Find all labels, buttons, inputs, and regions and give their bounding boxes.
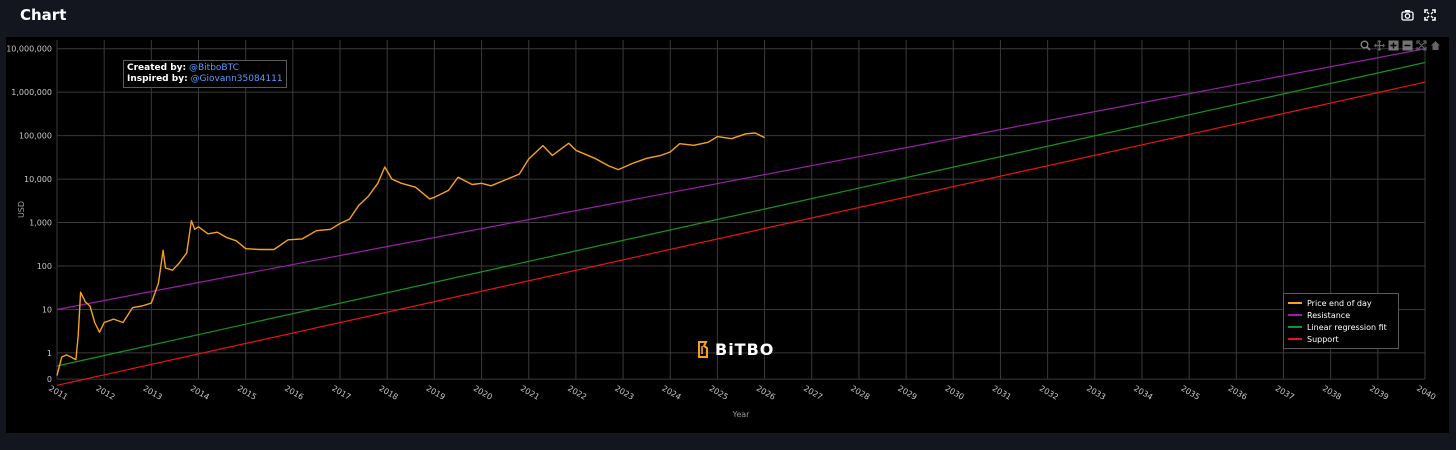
x-tick-label: 2026 xyxy=(755,384,777,402)
support-line xyxy=(56,81,1426,386)
y-tick-label: 0 xyxy=(47,375,52,384)
y-tick-label: 1,000 xyxy=(29,219,52,228)
x-tick-label: 2033 xyxy=(1085,384,1107,402)
x-tick-label: 2035 xyxy=(1179,384,1201,402)
x-tick-label: 2019 xyxy=(425,384,447,402)
zoom-in-icon[interactable] xyxy=(1388,40,1399,51)
y-tick-label: 1,000,000 xyxy=(11,88,52,97)
legend-label: Support xyxy=(1307,334,1339,344)
x-tick-label: 2032 xyxy=(1038,384,1060,402)
legend-item[interactable]: Support xyxy=(1288,333,1394,345)
x-tick-label: 2029 xyxy=(896,384,918,402)
fullscreen-icon[interactable] xyxy=(1424,9,1436,21)
x-tick-label: 2018 xyxy=(377,384,399,402)
x-tick-label: 2024 xyxy=(660,384,682,402)
x-axis-title: Year xyxy=(732,410,751,419)
x-tick-label: 2016 xyxy=(283,384,305,402)
created-by-link[interactable]: @BitboBTC xyxy=(189,63,239,73)
bitbo-logo-icon xyxy=(698,340,708,358)
y-tick-label: 100 xyxy=(37,262,52,271)
x-tick-label: 2020 xyxy=(472,384,494,402)
x-tick-label: 2037 xyxy=(1274,384,1296,402)
chart-header: Chart xyxy=(0,0,1456,34)
bitbo-logo: BiTBO xyxy=(696,340,774,359)
x-tick-label: 2011 xyxy=(47,384,69,402)
x-tick-label: 2036 xyxy=(1226,384,1248,402)
linear-regression-fit-line xyxy=(56,61,1426,367)
x-tick-label: 2014 xyxy=(189,384,211,402)
x-tick-label: 2015 xyxy=(236,384,258,402)
y-tick-label: 100,000 xyxy=(19,132,52,141)
legend-item[interactable]: Resistance xyxy=(1288,309,1394,321)
grid xyxy=(56,40,1426,380)
x-tick-label: 2027 xyxy=(802,384,824,402)
bitbo-logo-text: BiTBO xyxy=(715,340,775,359)
inspired-by-link[interactable]: @Giovann35084111 xyxy=(190,74,283,84)
x-tick-label: 2017 xyxy=(330,384,352,402)
y-tick-label: 10 xyxy=(42,305,52,314)
pan-icon[interactable] xyxy=(1374,40,1385,51)
home-icon[interactable] xyxy=(1430,40,1441,51)
legend-swatch xyxy=(1288,314,1302,316)
page-title: Chart xyxy=(20,6,67,24)
x-tick-label: 2022 xyxy=(566,384,588,402)
x-tick-label: 2030 xyxy=(943,384,965,402)
x-tick-label: 2025 xyxy=(708,384,730,402)
legend-item[interactable]: Price end of day xyxy=(1288,297,1394,309)
y-axis-title: USD xyxy=(17,201,26,218)
x-tick-label: 2013 xyxy=(142,384,164,402)
legend-swatch xyxy=(1288,302,1302,304)
x-tick-label: 2023 xyxy=(613,384,635,402)
legend-label: Price end of day xyxy=(1307,298,1372,308)
y-tick-label: 10,000 xyxy=(24,175,52,184)
x-tick-label: 2034 xyxy=(1132,384,1154,402)
modebar xyxy=(1360,40,1441,51)
x-tick-label: 2031 xyxy=(991,384,1013,402)
x-tick-label: 2040 xyxy=(1415,384,1437,402)
created-by-label: Created by: xyxy=(127,63,187,73)
zoom-out-icon[interactable] xyxy=(1402,40,1413,51)
legend-label: Linear regression fit xyxy=(1307,322,1387,332)
x-tick-label: 2012 xyxy=(94,384,116,402)
zoom-icon[interactable] xyxy=(1360,40,1371,51)
credits-box: Created by: @BitboBTC Inspired by: @Giov… xyxy=(123,60,287,88)
resistance-line xyxy=(56,48,1426,311)
inspired-by-label: Inspired by: xyxy=(127,74,188,84)
x-tick-label: 2021 xyxy=(519,384,541,402)
x-tick-label: 2028 xyxy=(849,384,871,402)
plot-panel[interactable]: 0 1 10 100 1,000 10,000 100,000 1,000,000 10,000… xyxy=(6,37,1449,433)
autoscale-icon[interactable] xyxy=(1416,40,1427,51)
legend-label: Resistance xyxy=(1307,310,1351,320)
price-end-of-day-line xyxy=(56,132,765,376)
chart-canvas[interactable]: 0 1 10 100 1,000 10,000 100,000 1,000,000 10,000… xyxy=(6,37,1449,433)
legend-item[interactable]: Linear regression fit xyxy=(1288,321,1394,333)
camera-icon[interactable] xyxy=(1401,9,1414,21)
legend-swatch xyxy=(1288,338,1302,340)
x-tick-label: 2038 xyxy=(1321,384,1343,402)
legend-swatch xyxy=(1288,326,1302,328)
y-tick-label: 1 xyxy=(47,349,52,358)
chart-legend[interactable]: Price end of day Resistance Linear regress… xyxy=(1283,293,1399,349)
x-tick-label: 2039 xyxy=(1368,384,1390,402)
y-tick-label: 10,000,000 xyxy=(6,45,52,54)
